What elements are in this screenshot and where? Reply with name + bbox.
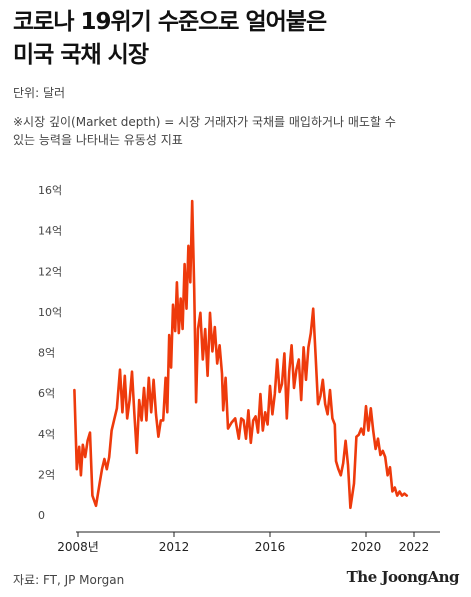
chart-title: 코로나 19위기 수준으로 얼어붙은 미국 국채 시장: [13, 6, 463, 72]
publisher-logo: The JoongAng: [346, 568, 460, 586]
y-tick-label: 6억: [38, 387, 55, 400]
title-line-1: 코로나 19위기 수준으로 얼어붙은: [13, 9, 327, 35]
x-tick-label: 2016: [255, 540, 286, 554]
y-tick-label: 0: [38, 509, 45, 522]
y-tick-label: 8억: [38, 347, 55, 360]
y-tick-label: 4억: [38, 428, 55, 441]
y-tick-label: 10억: [38, 306, 62, 319]
y-tick-label: 14억: [38, 225, 62, 238]
series-line-market-depth: [73, 199, 409, 510]
unit-label: 단위: 달러: [13, 86, 66, 100]
definition-note: ※시장 깊이(Market depth) = 시장 거래자가 국채를 매입하거나…: [13, 113, 463, 149]
y-tick-label: 16억: [38, 184, 62, 197]
note-line-2: 있는 능력을 나타내는 유동성 지표: [13, 133, 183, 147]
x-tick-label: 2020: [351, 540, 382, 554]
y-tick-label: 2억: [38, 468, 55, 481]
title-line-2: 미국 국채 시장: [13, 42, 149, 68]
note-line-1: ※시장 깊이(Market depth) = 시장 거래자가 국채를 매입하거나…: [13, 115, 396, 129]
x-tick-label: 2008년: [57, 540, 99, 554]
source-label: 자료: FT, JP Morgan: [13, 573, 125, 587]
x-tick-label: 2012: [159, 540, 190, 554]
x-tick-label: 2022: [399, 540, 430, 554]
y-tick-label: 12억: [38, 265, 62, 278]
